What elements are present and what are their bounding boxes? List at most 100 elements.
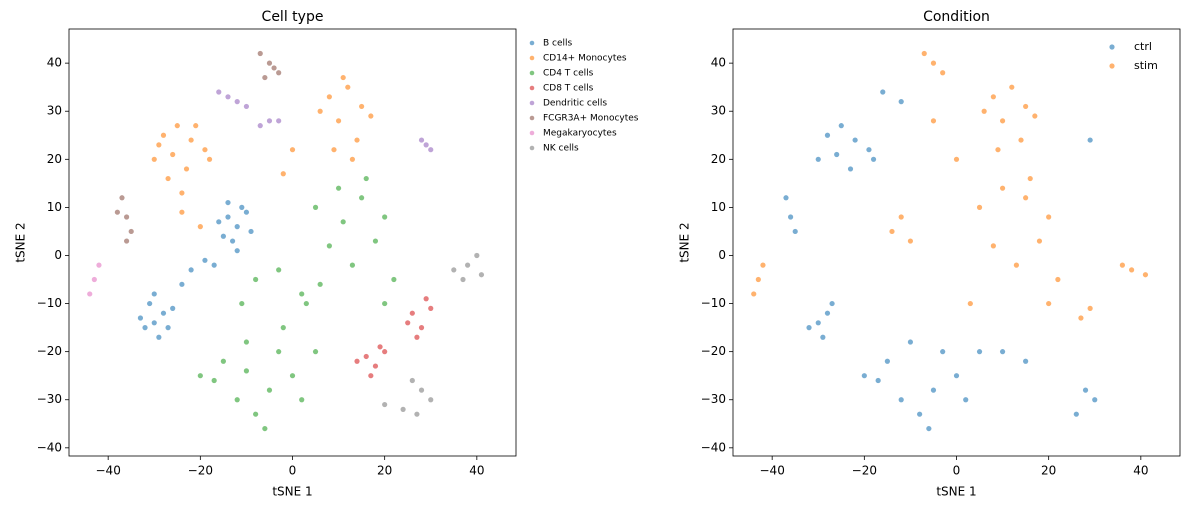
point xyxy=(967,300,973,307)
point xyxy=(783,195,789,201)
point xyxy=(179,281,185,287)
point xyxy=(211,262,217,268)
point xyxy=(280,325,286,331)
point xyxy=(1092,397,1098,403)
point xyxy=(354,358,360,364)
point xyxy=(331,147,337,153)
point xyxy=(428,305,434,311)
point xyxy=(216,89,222,95)
point xyxy=(418,387,425,393)
point xyxy=(423,296,429,302)
point xyxy=(183,166,190,172)
y-tick-label: 30 xyxy=(711,104,726,118)
point xyxy=(225,94,231,100)
point xyxy=(276,349,282,355)
point xyxy=(428,397,434,403)
point xyxy=(170,151,176,158)
point xyxy=(340,74,346,81)
point xyxy=(926,425,932,432)
point xyxy=(820,334,826,340)
point xyxy=(423,142,429,148)
point xyxy=(202,147,208,153)
point xyxy=(363,175,369,182)
plot-frame xyxy=(68,28,517,457)
point xyxy=(990,243,996,249)
point xyxy=(303,300,309,307)
y-tick-label: 30 xyxy=(47,104,62,118)
point xyxy=(91,276,97,283)
y-tick-label: 20 xyxy=(711,152,726,166)
point xyxy=(326,94,332,100)
point xyxy=(266,118,273,124)
point xyxy=(1046,214,1052,220)
point xyxy=(165,175,171,182)
point xyxy=(317,108,323,114)
point xyxy=(349,262,356,268)
point xyxy=(266,60,273,66)
point xyxy=(289,147,296,153)
point xyxy=(220,233,226,239)
point xyxy=(999,118,1006,124)
point xyxy=(87,291,93,297)
point xyxy=(368,373,374,379)
point xyxy=(382,349,388,355)
point xyxy=(119,195,125,201)
point xyxy=(299,291,305,297)
point xyxy=(921,50,927,57)
point xyxy=(229,238,236,244)
point xyxy=(271,65,277,71)
point xyxy=(257,50,263,57)
subplot: −40 −20 0 20 40 −40 −30 −20 −10 0 10 20 30 40 Conditio… xyxy=(678,9,1181,499)
legend-marker xyxy=(1109,44,1115,50)
point xyxy=(976,349,983,355)
point xyxy=(312,204,319,210)
point xyxy=(197,373,203,379)
point xyxy=(907,339,914,345)
point xyxy=(354,137,360,143)
chart-title: Condition xyxy=(923,9,990,25)
point xyxy=(1032,113,1038,119)
point xyxy=(312,349,319,355)
point xyxy=(234,99,240,105)
point xyxy=(824,310,831,316)
point xyxy=(755,276,761,283)
point xyxy=(142,325,148,331)
point xyxy=(866,147,872,153)
point xyxy=(1023,358,1029,364)
point xyxy=(345,84,351,90)
point xyxy=(335,185,342,191)
point xyxy=(834,151,840,158)
point xyxy=(995,147,1001,153)
y-tick-label: −30 xyxy=(701,392,726,406)
point xyxy=(400,406,406,412)
x-tick-label: −40 xyxy=(760,464,785,478)
point xyxy=(940,70,946,76)
legend-marker xyxy=(529,145,535,151)
point xyxy=(262,425,268,432)
point xyxy=(806,325,812,331)
y-tick-label: 10 xyxy=(47,200,62,214)
point xyxy=(156,142,162,148)
point xyxy=(1142,272,1149,278)
y-tick-label: 20 xyxy=(47,152,62,166)
point xyxy=(363,353,369,360)
point xyxy=(165,325,171,331)
point xyxy=(147,300,153,307)
point xyxy=(1129,267,1135,273)
legend-marker xyxy=(529,115,535,121)
point xyxy=(225,214,231,220)
point xyxy=(372,363,379,369)
x-tick-label: −20 xyxy=(188,464,213,478)
x-tick-label: 0 xyxy=(289,464,297,478)
point xyxy=(359,195,365,201)
point xyxy=(359,103,365,110)
point xyxy=(216,219,222,225)
point xyxy=(1036,238,1043,244)
point xyxy=(276,118,282,124)
legend-label: Dendritic cells xyxy=(543,99,607,109)
point xyxy=(861,373,867,379)
y-tick-label: −10 xyxy=(37,296,62,310)
point xyxy=(838,123,844,129)
point xyxy=(930,118,937,124)
point xyxy=(243,209,250,215)
